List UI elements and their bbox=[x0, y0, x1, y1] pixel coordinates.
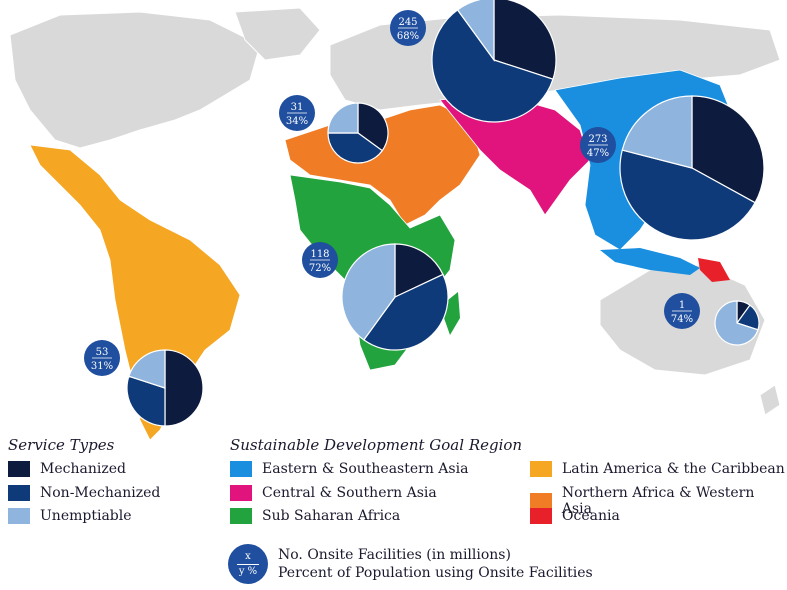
legend-label: Eastern & Southeastern Asia bbox=[262, 461, 469, 477]
pie-slice-unemptiable bbox=[456, 0, 495, 62]
pie-slice-mechanized bbox=[164, 349, 204, 427]
badge-percent: 34% bbox=[286, 116, 308, 127]
greenland-land bbox=[234, 7, 321, 61]
pie-slice-mechanized bbox=[394, 243, 444, 298]
legend-label: Sub Saharan Africa bbox=[262, 508, 401, 524]
new-zealand-land bbox=[759, 384, 781, 416]
pie-slice-non-mechanized bbox=[327, 132, 384, 164]
badge-oceania: 174% bbox=[664, 293, 700, 329]
badge-percent: 31% bbox=[91, 361, 113, 372]
pie-slice-non-mechanized bbox=[619, 149, 756, 241]
sub-saharan-swatch bbox=[230, 508, 252, 524]
legend-latin-america: Latin America & the Caribbean bbox=[530, 461, 785, 477]
legend-non-mechanized: Non-Mechanized bbox=[8, 485, 160, 501]
legend-mechanized: Mechanized bbox=[8, 461, 126, 477]
latin-america-swatch bbox=[530, 461, 552, 477]
pie-slice-unemptiable bbox=[714, 300, 759, 346]
central-asia-swatch bbox=[230, 485, 252, 501]
badge-count: 118 bbox=[310, 249, 329, 260]
northern-africa-swatch bbox=[530, 493, 552, 509]
badge-percent: 72% bbox=[309, 263, 331, 274]
pie-slice-non-mechanized bbox=[363, 273, 449, 351]
badge-count: 31 bbox=[291, 102, 304, 113]
pie-slice-unemptiable bbox=[341, 243, 396, 341]
key-line-2: Percent of Population using Onsite Facil… bbox=[278, 565, 593, 581]
key-line-1: No. Onsite Facilities (in millions) bbox=[278, 547, 511, 563]
badge-percent: 68% bbox=[397, 31, 419, 42]
key-divider bbox=[237, 563, 259, 565]
legend-label: Mechanized bbox=[40, 461, 126, 477]
oceania-swatch bbox=[530, 508, 552, 524]
key-badge: x y % bbox=[228, 544, 268, 584]
pie-slice-non-mechanized bbox=[126, 375, 166, 427]
legend-label: Non-Mechanized bbox=[40, 485, 161, 501]
indonesia-region bbox=[600, 248, 700, 275]
legend-label: Oceania bbox=[562, 508, 620, 524]
pie-nafrica bbox=[327, 102, 389, 164]
legend-oceania: Oceania bbox=[530, 508, 620, 524]
pie-easia bbox=[619, 95, 765, 241]
key-description: No. Onsite Facilities (in millions) Perc… bbox=[278, 546, 593, 582]
badge-percent: 74% bbox=[671, 314, 693, 325]
legend-central-southern-asia: Central & Southern Asia bbox=[230, 485, 437, 501]
pie-slice-mechanized bbox=[691, 95, 765, 204]
oceania-region bbox=[698, 258, 730, 282]
non-mechanized-swatch bbox=[8, 485, 30, 501]
pie-slice-non-mechanized bbox=[431, 9, 554, 123]
key-x: x bbox=[245, 550, 251, 562]
region-title: Sustainable Development Goal Region bbox=[230, 436, 523, 454]
badge-count: 1 bbox=[679, 300, 685, 311]
legend-northern-africa: Northern Africa & Western Asia bbox=[530, 485, 787, 517]
pie-slice-unemptiable bbox=[621, 95, 693, 169]
pie-csasia bbox=[431, 0, 557, 123]
pie-slice-unemptiable bbox=[327, 102, 359, 134]
pie-latam bbox=[126, 349, 204, 427]
pie-oceania bbox=[714, 300, 760, 346]
badge-count: 53 bbox=[96, 347, 109, 358]
legend-label: Unemptiable bbox=[40, 508, 132, 524]
eastern-asia-swatch bbox=[230, 461, 252, 477]
legend-label: Northern Africa & Western Asia bbox=[561, 485, 755, 517]
legend-label: Central & Southern Asia bbox=[262, 485, 437, 501]
badge-count: 273 bbox=[588, 134, 607, 145]
badge-count: 245 bbox=[398, 17, 417, 28]
legend-label: Latin America & the Caribbean bbox=[562, 461, 785, 477]
key-y: y % bbox=[238, 565, 258, 577]
legend-sub-saharan-africa: Sub Saharan Africa bbox=[230, 508, 400, 524]
service-types-title: Service Types bbox=[8, 436, 115, 454]
pie-slice-mechanized bbox=[493, 0, 557, 80]
pie-slice-mechanized bbox=[357, 102, 389, 152]
unemptiable-swatch bbox=[8, 508, 30, 524]
north-america-land bbox=[9, 11, 261, 149]
legend-unemptiable: Unemptiable bbox=[8, 508, 132, 524]
legend-eastern-southeastern-asia: Eastern & Southeastern Asia bbox=[230, 461, 468, 477]
mechanized-swatch bbox=[8, 461, 30, 477]
badge-key: x y % No. Onsite Facilities (in millions… bbox=[228, 544, 593, 584]
pie-ssa bbox=[341, 243, 449, 351]
badge-percent: 47% bbox=[587, 148, 609, 159]
pie-slice-unemptiable bbox=[128, 349, 166, 389]
